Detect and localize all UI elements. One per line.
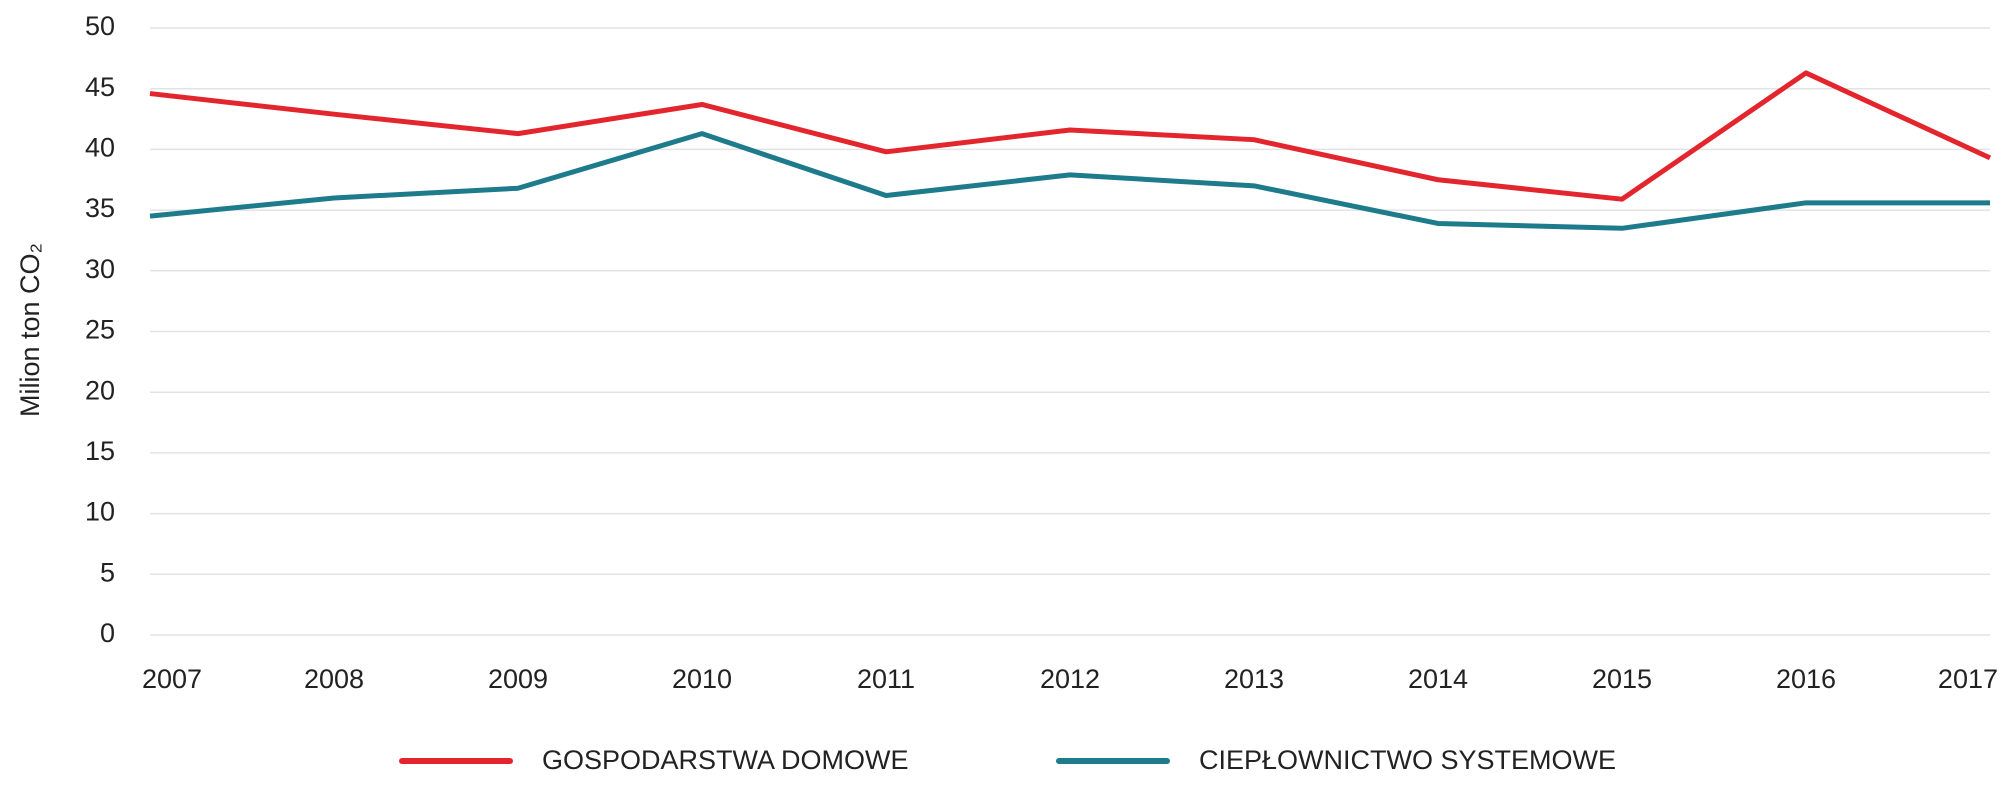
y-axis-label: Milion ton CO₂	[15, 243, 45, 417]
y-tick-label: 45	[85, 72, 115, 102]
y-tick-label: 40	[85, 133, 115, 163]
y-tick-label: 25	[85, 315, 115, 345]
x-tick-label: 2007	[142, 664, 202, 694]
x-tick-label: 2016	[1776, 664, 1836, 694]
y-tick-label: 50	[85, 11, 115, 41]
y-tick-label: 15	[85, 436, 115, 466]
x-tick-label: 2010	[672, 664, 732, 694]
series-line	[149, 70, 1992, 202]
x-tick-label: 2011	[857, 664, 915, 694]
x-tick-label: 2012	[1040, 664, 1100, 694]
legend-label: GOSPODARSTWA DOMOWE	[542, 745, 909, 775]
y-tick-label: 20	[85, 375, 115, 405]
y-tick-label: 5	[100, 557, 115, 587]
x-tick-label: 2017	[1938, 664, 1998, 694]
x-tick-label: 2015	[1592, 664, 1652, 694]
x-tick-label: 2008	[304, 664, 364, 694]
series-line	[149, 131, 1990, 231]
y-tick-label: 35	[85, 193, 115, 223]
y-tick-label: 0	[100, 618, 115, 648]
legend-label: CIEPŁOWNICTWO SYSTEMOWE	[1199, 745, 1616, 775]
x-tick-label: 2009	[488, 664, 548, 694]
x-tick-label: 2013	[1224, 664, 1284, 694]
x-tick-label: 2014	[1408, 664, 1468, 694]
y-tick-label: 30	[85, 254, 115, 284]
y-tick-label: 10	[85, 497, 115, 527]
